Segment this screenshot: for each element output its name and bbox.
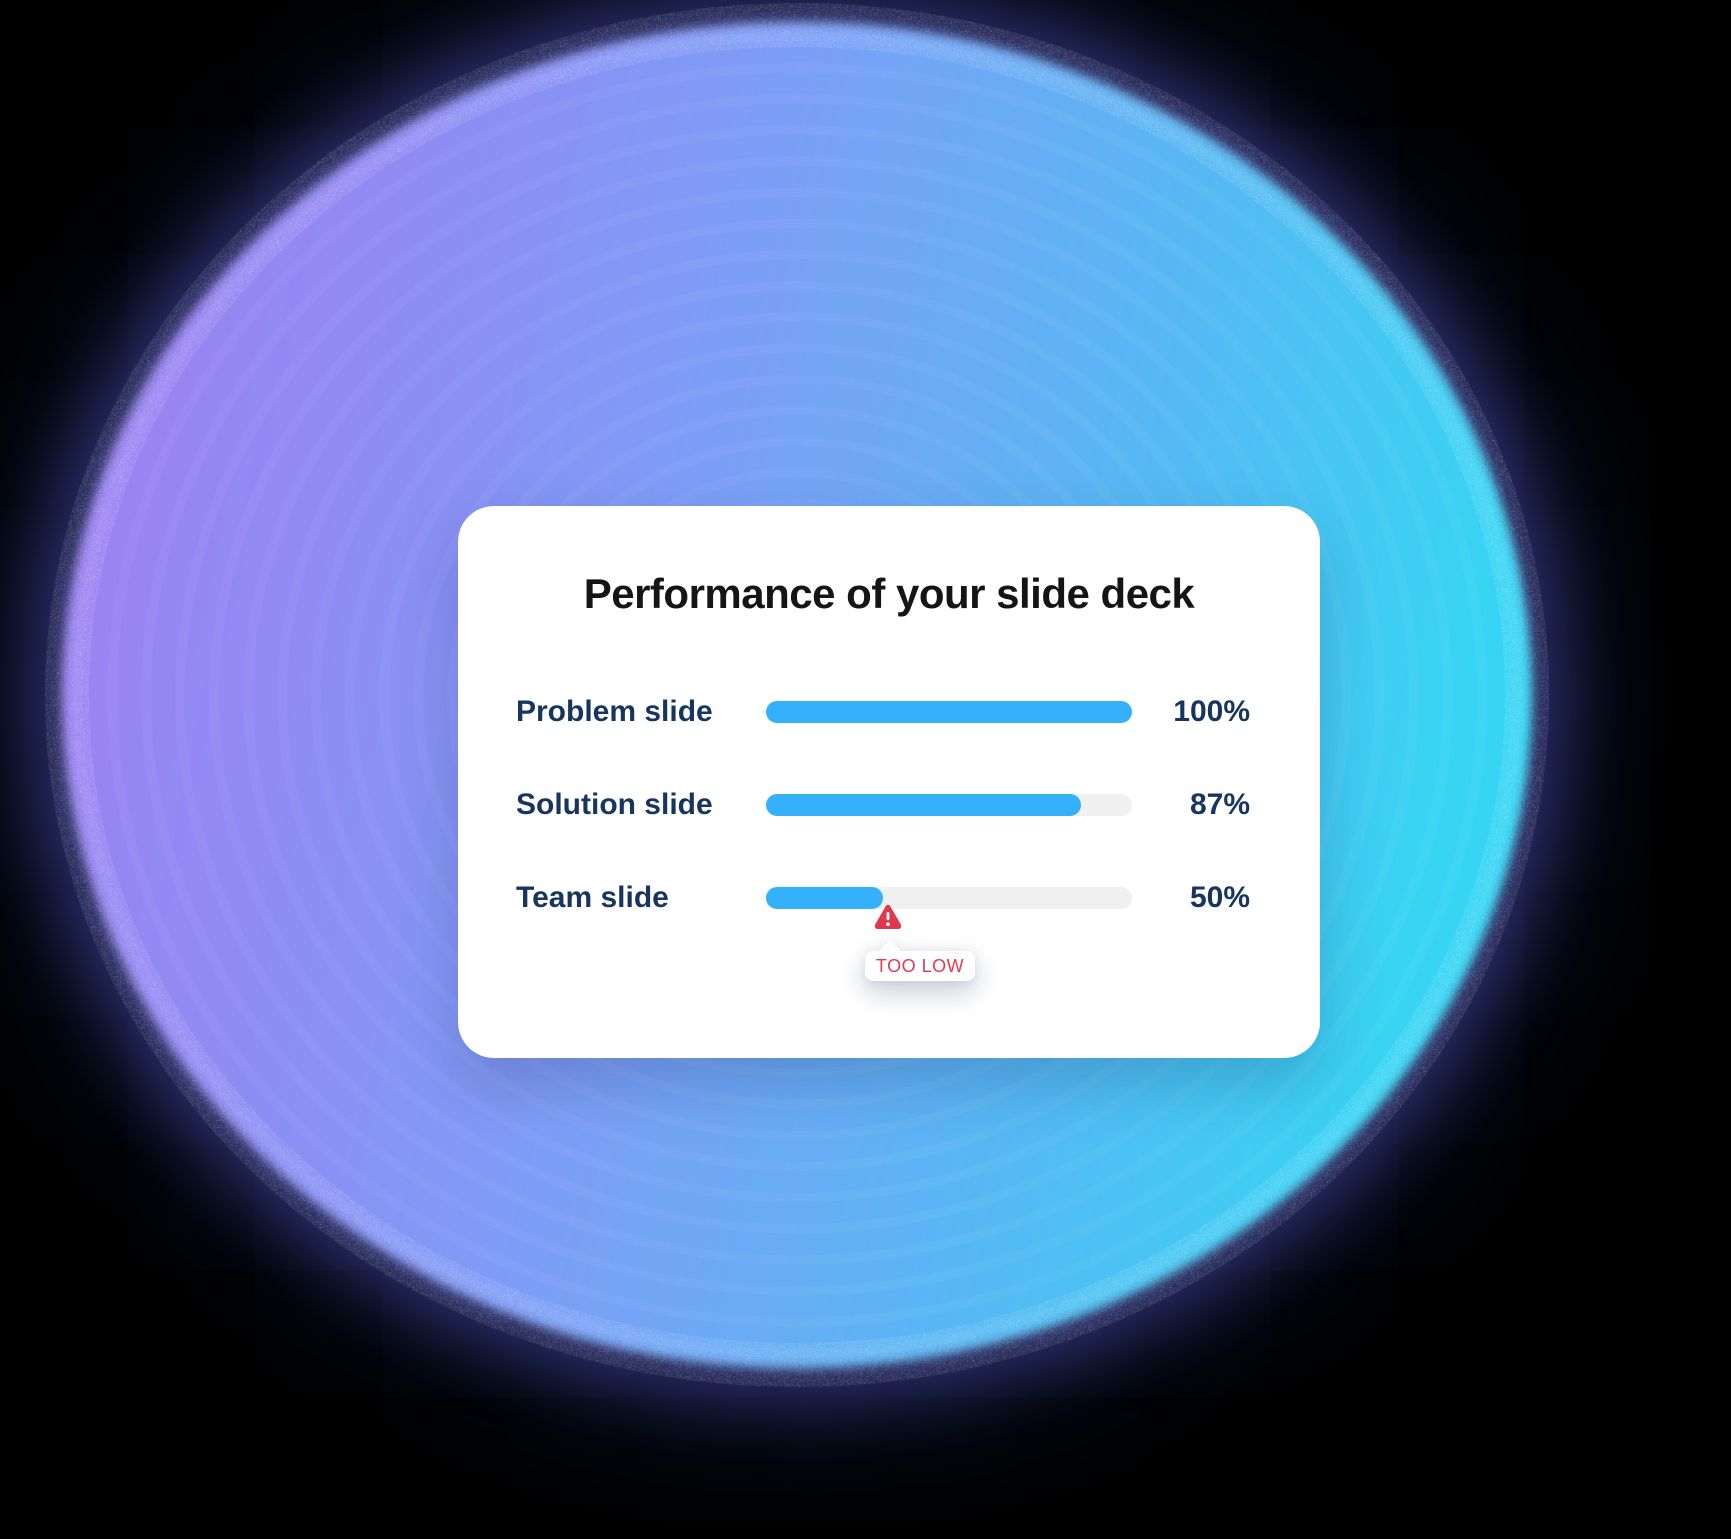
bar-row-label: Team slide xyxy=(516,881,669,914)
too-low-tooltip: TOO LOW xyxy=(865,939,975,981)
bar-row-label: Problem slide xyxy=(516,695,713,728)
bar-row-solution: Solution slide 87% xyxy=(516,785,1250,825)
bar-row-value: 50% xyxy=(1189,881,1250,914)
warning-icon xyxy=(874,904,902,929)
progress-fill xyxy=(766,794,1081,816)
bar-row-problem: Problem slide 100% xyxy=(516,692,1250,732)
bar-row-label: Solution slide xyxy=(516,788,713,821)
tooltip-text: TOO LOW xyxy=(875,956,965,976)
card-title: Performance of your slide deck xyxy=(583,570,1195,617)
progress-fill xyxy=(766,701,1132,723)
bar-row-value: 87% xyxy=(1189,788,1250,821)
progress-fill xyxy=(766,887,884,909)
bar-row-value: 100% xyxy=(1173,695,1250,728)
bar-rows: Problem slide 100% Solution slide 87% Te… xyxy=(458,692,1320,981)
performance-card: Performance of your slide deck Problem s… xyxy=(458,506,1320,1058)
progress-track xyxy=(766,701,1132,723)
bar-row-team: Team slide TOO LOW 50% xyxy=(516,878,1250,981)
progress-track: TOO LOW xyxy=(766,887,1132,981)
progress-track xyxy=(766,794,1132,816)
